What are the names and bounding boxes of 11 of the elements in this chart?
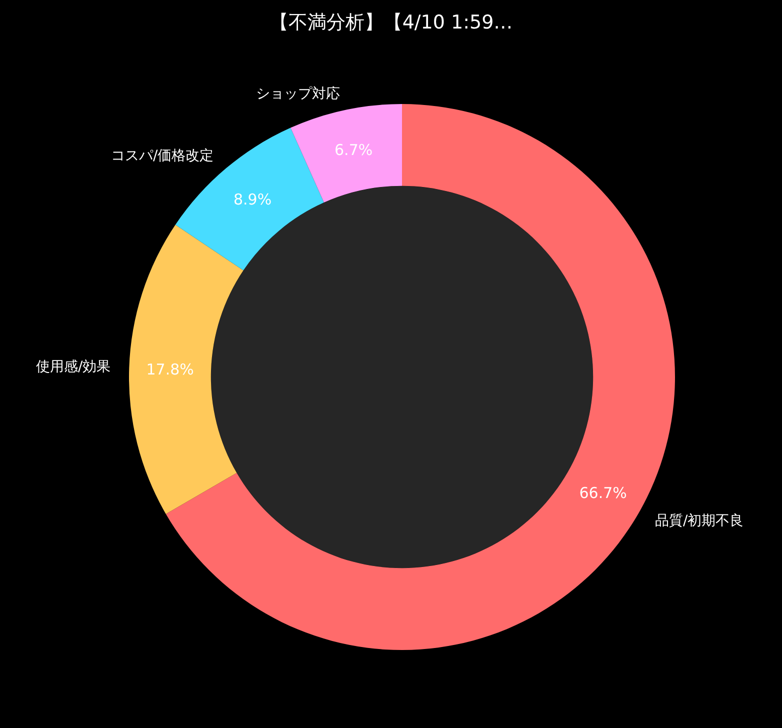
chart-title: 【不満分析】【4/10 1:59… — [269, 11, 513, 34]
slice-label: 使用感/効果 — [36, 359, 111, 375]
data-label: 66.7% — [579, 484, 627, 502]
data-label: 6.7% — [334, 141, 373, 160]
donut-slice — [129, 224, 244, 514]
slice-label: 品質/初期不良 — [655, 513, 744, 529]
data-label: 8.9% — [233, 190, 272, 208]
slice-label: コスパ/価格改定 — [111, 148, 214, 164]
data-label: 17.8% — [146, 360, 194, 378]
donut-slice — [290, 104, 402, 203]
slice-label: ショップ対応 — [256, 86, 340, 102]
